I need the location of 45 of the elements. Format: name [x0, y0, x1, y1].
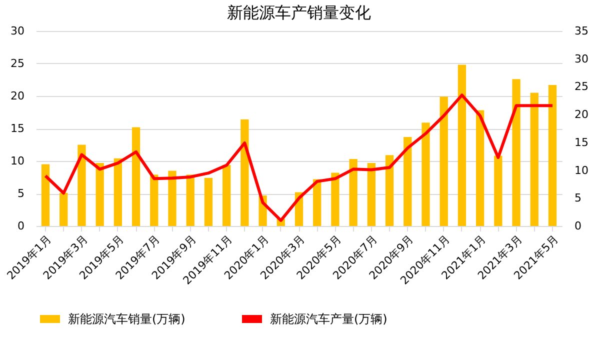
y-tick-label: 10 — [10, 154, 24, 168]
chart-title: 新能源车产销量变化 — [227, 3, 371, 22]
line-series — [44, 94, 554, 222]
y2-tick-label: 0 — [574, 220, 582, 232]
y2-tick-label: 15 — [574, 136, 588, 149]
legend-label: 新能源汽车销量(万辆) — [68, 312, 186, 326]
bar — [476, 110, 484, 226]
bar — [331, 172, 340, 226]
bar — [78, 144, 86, 226]
bar — [548, 84, 557, 226]
y-tick-label: 25 — [10, 57, 24, 70]
legend-label: 新能源汽车产量(万辆) — [270, 312, 388, 326]
bar — [204, 178, 213, 226]
bar — [132, 127, 140, 226]
y2-tick-label: 35 — [574, 24, 588, 38]
bar — [150, 174, 158, 226]
bar — [440, 96, 448, 226]
bar — [512, 79, 520, 226]
bar — [385, 155, 394, 226]
y2-tick-label: 20 — [574, 108, 588, 122]
y-tick-label: 5 — [18, 187, 24, 200]
bar — [494, 156, 502, 226]
y2-tick-label: 10 — [574, 164, 588, 177]
y2-tick-label: 5 — [574, 192, 582, 205]
bar — [186, 174, 194, 226]
bar — [404, 136, 412, 226]
bar — [41, 164, 50, 226]
bar — [114, 158, 122, 226]
bar — [313, 179, 322, 226]
y-tick-label: 20 — [10, 90, 24, 102]
y-tick-label: 15 — [10, 122, 24, 135]
y2-tick-label: 25 — [574, 80, 588, 94]
y-tick-label: 0 — [18, 220, 24, 232]
y2-tick-label: 30 — [574, 52, 588, 66]
y-tick-label: 30 — [10, 24, 24, 38]
bar — [458, 64, 466, 226]
bar — [530, 92, 538, 226]
bar — [367, 162, 376, 226]
bar — [222, 164, 231, 226]
bar — [96, 162, 104, 226]
bar — [240, 119, 249, 226]
bar — [60, 192, 68, 226]
bar — [349, 159, 358, 226]
bar — [168, 170, 176, 226]
bar — [422, 122, 430, 226]
